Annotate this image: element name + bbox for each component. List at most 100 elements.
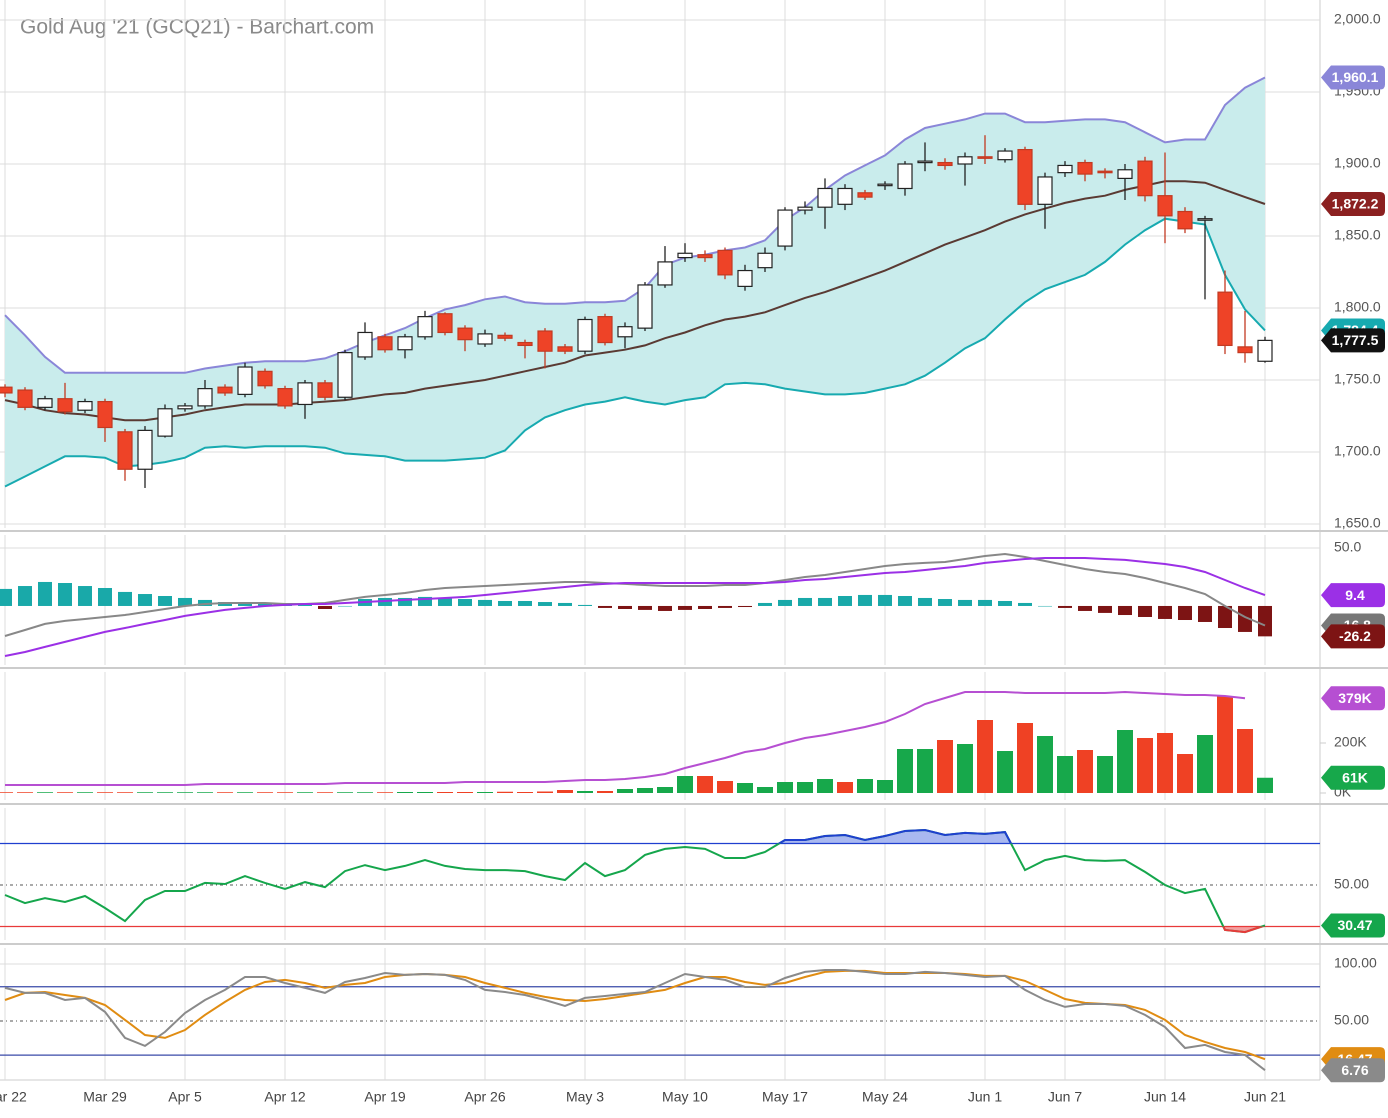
volume-bar [0, 792, 13, 793]
volume-bar [497, 791, 513, 793]
x-tick-label: Apr 5 [168, 1089, 202, 1105]
candle-body [1257, 339, 1273, 362]
candle-body [1217, 291, 1233, 347]
volume-bar [1237, 729, 1253, 793]
macd-histogram-bar [898, 595, 912, 606]
volume-bar [1097, 756, 1113, 793]
y-tick-label: 1,850.0 [1334, 227, 1381, 243]
macd-histogram-bar [718, 605, 732, 608]
candle-body [777, 209, 793, 247]
value-tag [1321, 328, 1385, 353]
candle-body [837, 187, 853, 205]
y-tick-label: 50.00 [1334, 876, 1369, 892]
volume-bar [897, 749, 913, 793]
volume-bar [97, 792, 113, 793]
volume-bar [337, 792, 353, 793]
volume-bar [437, 792, 453, 793]
rsi-zone-fill [779, 830, 1011, 844]
macd-histogram-bar [658, 605, 672, 611]
macd-histogram-bar [858, 594, 872, 606]
macd-histogram-bar [198, 599, 212, 606]
y-tick-label: 50.00 [1334, 1012, 1369, 1028]
volume-bar [197, 792, 213, 793]
chart-title: Gold Aug '21 (GCQ21) - Barchart.com [20, 16, 374, 39]
candle-body [137, 429, 153, 470]
macd-histogram-bar [958, 599, 972, 606]
candle-body [897, 163, 913, 190]
macd-histogram-bar [498, 600, 512, 606]
value-tag [1321, 65, 1385, 90]
macd-histogram-bar [778, 599, 792, 606]
candle-body [177, 405, 193, 410]
macd-histogram-bar [338, 605, 352, 607]
volume-bar [1077, 750, 1093, 793]
volume-bar [957, 744, 973, 793]
candle-body [937, 161, 953, 167]
value-tag-label: -26.2 [1339, 628, 1371, 644]
volume-bar [117, 792, 133, 793]
open-interest-line [5, 690, 1246, 786]
candle-body [1057, 164, 1073, 174]
panel [0, 948, 1320, 1080]
candle-body [97, 400, 113, 429]
value-tag [1321, 913, 1385, 938]
macd-histogram-bar [158, 595, 172, 606]
macd-histogram-bar [1178, 605, 1192, 621]
candle-body [437, 313, 453, 334]
volume-bar [997, 751, 1013, 793]
volume-bar [577, 791, 593, 793]
volume-bar [457, 792, 473, 793]
y-tick-label: 1,700.0 [1334, 443, 1381, 459]
candle-body [737, 269, 753, 287]
volume-bar [717, 781, 733, 793]
candle-body [337, 352, 353, 398]
macd-histogram-bar [458, 599, 472, 606]
band-line [4, 180, 1266, 422]
value-tag [1321, 583, 1385, 608]
macd-histogram-bar [938, 599, 952, 606]
candle-body [37, 398, 53, 408]
macd-histogram-bar [818, 597, 832, 606]
candle-body [1037, 176, 1053, 205]
volume-bar [557, 790, 573, 793]
volume-bar [1177, 754, 1193, 793]
volume-bar [697, 776, 713, 793]
volume-bar [777, 782, 793, 793]
x-tick-label: Jun 21 [1244, 1089, 1286, 1105]
macd-histogram-bar [598, 605, 612, 608]
volume-bar [1117, 730, 1133, 793]
candle-body [17, 389, 33, 408]
macd-histogram-bar [78, 586, 92, 606]
candle-body [217, 386, 233, 394]
value-tag [1321, 192, 1385, 217]
candle-body [257, 370, 273, 387]
panel [0, 672, 1273, 800]
volume-bar [737, 783, 753, 793]
volume-bar [177, 792, 193, 793]
y-tick-label: 50.0 [1334, 539, 1361, 555]
volume-bar [17, 792, 33, 793]
candle-body [657, 261, 673, 286]
candle-body [997, 150, 1013, 161]
macd-histogram-bar [1198, 605, 1212, 622]
macd-histogram-bar [638, 605, 652, 610]
y-tick-label: 200K [1334, 734, 1367, 750]
x-tick-label: Mar 29 [83, 1089, 127, 1105]
candle-body [1177, 210, 1193, 230]
volume-bar [537, 791, 553, 793]
value-tag [1321, 1058, 1385, 1083]
candle-body [117, 431, 133, 470]
volume-bar [377, 792, 393, 793]
y-tick-label: 100.00 [1334, 955, 1377, 971]
macd-histogram-bar [1138, 605, 1152, 617]
macd-line [4, 552, 1266, 637]
volume-bar [517, 792, 533, 793]
candle-body [557, 346, 573, 352]
volume-bar [477, 792, 493, 793]
candle-body [697, 254, 713, 259]
macd-histogram-bar [1118, 605, 1132, 616]
macd-histogram-bar [758, 602, 772, 606]
value-tag-label: 1,960.1 [1332, 69, 1379, 85]
value-tag-label: 9.4 [1345, 587, 1365, 603]
candle-body [1097, 170, 1113, 174]
